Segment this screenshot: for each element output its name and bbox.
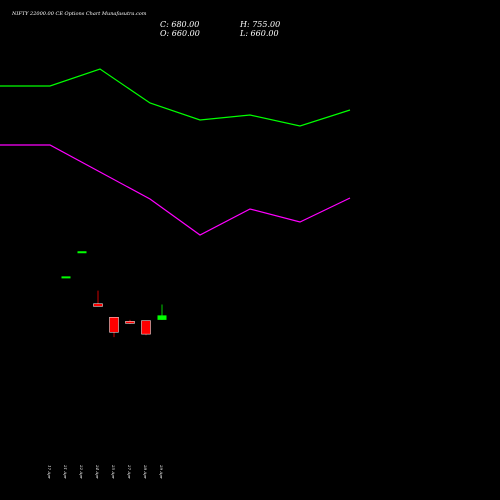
candle-24-apr: [93, 290, 103, 307]
close-readout: C: 680.00: [160, 20, 199, 29]
x-tick-label: 24 Apr: [95, 464, 100, 480]
candle-28-apr: [141, 320, 151, 336]
line-series-2: [0, 144, 351, 236]
candle-body: [61, 276, 71, 279]
x-tick-label: 29 Apr: [159, 464, 164, 480]
x-axis-ticks: 17 Apr 21 Apr 22 Apr 24 Apr 25 Apr 27 Apr 28 A…: [47, 464, 164, 480]
x-tick-label: 22 Apr: [79, 464, 84, 480]
candle-27-apr: [125, 319, 135, 324]
high-readout: H: 755.00: [239, 20, 280, 29]
candle-body: [141, 320, 151, 335]
candle-body: [125, 321, 135, 324]
open-readout: O: 660.00: [160, 29, 200, 38]
x-tick-label: 28 Apr: [143, 464, 148, 480]
candle-22-apr: [77, 251, 87, 254]
candles-layer: [61, 251, 167, 338]
candle-25-apr: [109, 317, 119, 338]
x-tick-label: 21 Apr: [63, 464, 68, 480]
line-series-1: [0, 68, 351, 127]
candle-body: [109, 317, 119, 333]
x-tick-label: 17 Apr: [47, 465, 52, 480]
candle-body: [157, 315, 167, 320]
candle-29-apr: [157, 304, 167, 320]
candle-21-apr: [61, 276, 71, 279]
x-tick-label: 25 Apr: [111, 464, 116, 480]
x-tick-label: 27 Apr: [127, 464, 132, 480]
low-readout: L: 660.00: [239, 29, 279, 38]
chart-title: NIFTY 22000.00 CE Options Chart Munafasu…: [11, 11, 147, 17]
candle-body: [93, 303, 103, 307]
candle-body: [77, 251, 87, 254]
line-series-layer: [0, 68, 351, 236]
